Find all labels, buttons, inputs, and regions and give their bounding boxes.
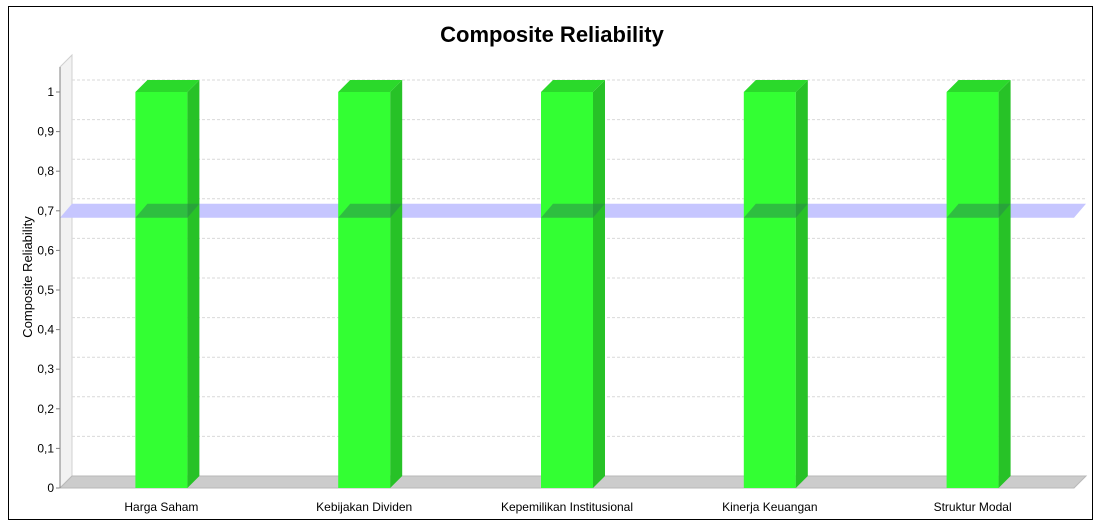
bar — [541, 80, 605, 488]
y-axis-wall — [59, 53, 73, 490]
bar-top — [135, 80, 200, 92]
bar-top — [541, 80, 605, 92]
y-tick-label: 1 — [47, 85, 54, 99]
plot-area: 0 0,1 0,2 0,3 0,4 0,5 0,6 0,7 0,8 0,9 1 Harga Saham… — [37, 53, 1088, 514]
y-axis-title: Composite Reliability — [20, 216, 35, 338]
bar-top — [338, 80, 403, 92]
bar-top — [743, 80, 808, 92]
y-tick-label: 0,7 — [37, 204, 54, 218]
y-tick-label: 0,4 — [37, 323, 54, 337]
bar — [338, 80, 403, 488]
x-tick-label: Harga Saham — [124, 500, 198, 514]
bar-side — [390, 80, 403, 488]
bar-side — [593, 80, 605, 488]
y-tick-label: 0,1 — [37, 441, 54, 455]
bar-front — [946, 92, 999, 488]
threshold-band-overlay — [541, 203, 605, 218]
x-tick-label: Kepemilikan Institusional — [501, 500, 633, 514]
y-tick-label: 0,5 — [37, 283, 54, 297]
y-tick-label: 0,9 — [37, 125, 54, 139]
y-tick-label: 0,6 — [37, 243, 54, 257]
bar-front — [743, 92, 796, 488]
bar — [135, 80, 200, 488]
y-tick-label: 0,3 — [37, 362, 54, 376]
x-tick-label: Kebijakan Dividen — [316, 500, 412, 514]
bar-front — [541, 92, 593, 488]
x-tick-label: Kinerja Keuangan — [722, 500, 817, 514]
threshold-band-overlay — [135, 203, 200, 218]
x-tick-label: Struktur Modal — [934, 500, 1012, 514]
bar-top — [946, 80, 1011, 92]
threshold-band-overlay — [743, 203, 808, 218]
threshold-band-overlay — [946, 203, 1011, 218]
bar-side — [998, 80, 1011, 488]
bar-side — [795, 80, 808, 488]
y-tick-label: 0,8 — [37, 164, 54, 178]
bar-front — [338, 92, 391, 488]
bar — [743, 80, 808, 488]
y-tick-label: 0 — [47, 481, 54, 495]
chart-title: Composite Reliability — [440, 22, 664, 47]
bar-side — [187, 80, 200, 488]
threshold-band-overlay — [338, 203, 403, 218]
bar-front — [135, 92, 188, 488]
y-tick-label: 0,2 — [37, 402, 54, 416]
bar — [946, 80, 1011, 488]
